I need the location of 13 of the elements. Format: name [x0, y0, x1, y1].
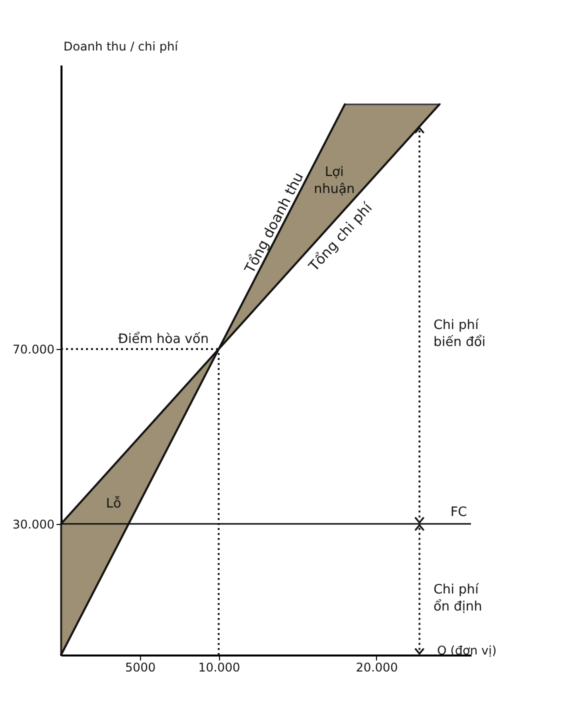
y-tick-label: 70.000 — [12, 342, 54, 357]
annotation: Điểm hòa vốn — [118, 331, 209, 348]
legend-label: FC — [450, 504, 467, 520]
y-axis-title: Doanh thu / chi phí — [64, 40, 179, 54]
annotation: Chi phí ổn định — [433, 582, 482, 614]
x-axis-title: Q (đơn vị) — [437, 644, 496, 658]
annotation: Lợi nhuận — [314, 164, 355, 197]
annotation: Chi phí biến đổi — [433, 318, 486, 350]
annotation: Lỗ — [106, 495, 122, 512]
x-tick-label: 5000 — [125, 660, 156, 674]
x-tick-label: 10.000 — [198, 660, 240, 674]
y-tick-label: 30.000 — [12, 517, 54, 532]
x-tick-label: 20.000 — [356, 660, 398, 674]
